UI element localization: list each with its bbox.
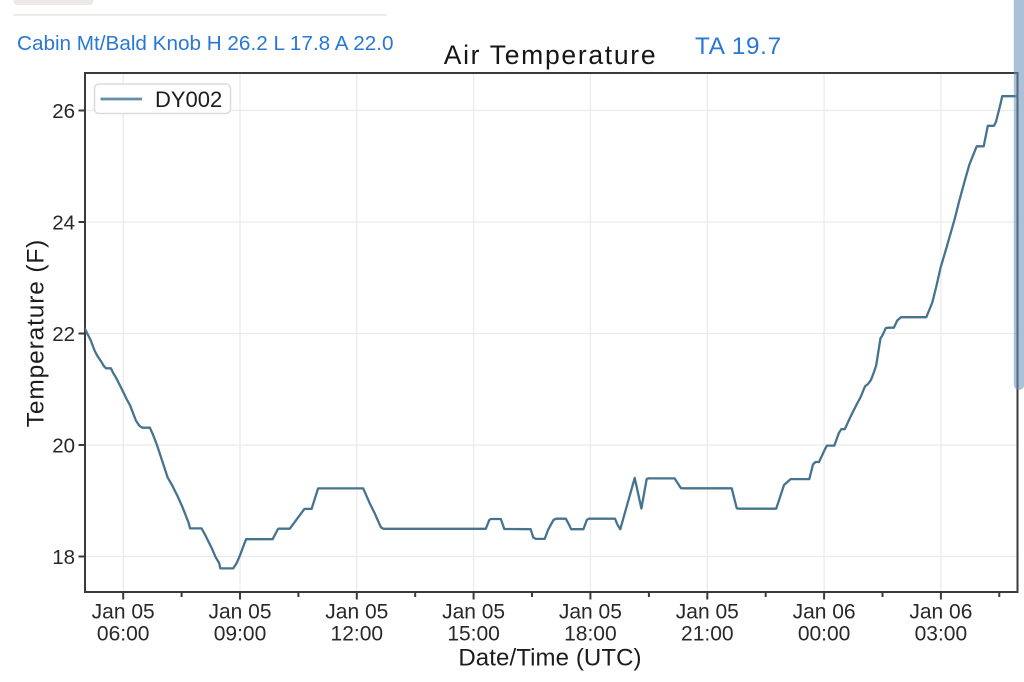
svg-text:00:00: 00:00 <box>798 623 851 646</box>
svg-text:26: 26 <box>52 100 75 123</box>
svg-text:09:00: 09:00 <box>214 623 267 646</box>
svg-text:15:00: 15:00 <box>447 623 500 646</box>
svg-text:TA 19.7: TA 19.7 <box>695 33 782 60</box>
svg-text:Jan 05: Jan 05 <box>325 601 388 624</box>
svg-text:22: 22 <box>52 323 75 346</box>
svg-text:03:00: 03:00 <box>915 623 968 646</box>
svg-text:24: 24 <box>52 212 75 235</box>
svg-text:06:00: 06:00 <box>97 623 150 646</box>
svg-text:Date/Time (UTC): Date/Time (UTC) <box>458 645 641 672</box>
svg-text:18:00: 18:00 <box>564 623 617 646</box>
svg-text:DY002: DY002 <box>155 87 222 112</box>
svg-text:Cabin Mt/Bald Knob H 26.2 L 17: Cabin Mt/Bald Knob H 26.2 L 17.8 A 22.0 <box>17 32 393 55</box>
svg-text:Jan 05: Jan 05 <box>208 601 271 624</box>
svg-text:Jan 05: Jan 05 <box>559 601 622 624</box>
svg-text:Jan 05: Jan 05 <box>92 601 155 624</box>
svg-text:12:00: 12:00 <box>331 623 384 646</box>
svg-text:Jan 06: Jan 06 <box>909 601 972 624</box>
svg-text:18: 18 <box>52 546 75 569</box>
svg-text:Air Temperature: Air Temperature <box>444 40 658 70</box>
svg-text:Jan 05: Jan 05 <box>676 601 739 624</box>
svg-text:20: 20 <box>52 435 75 458</box>
svg-text:21:00: 21:00 <box>681 623 734 646</box>
svg-text:Temperature (F): Temperature (F) <box>23 239 50 427</box>
svg-text:Jan 06: Jan 06 <box>793 601 856 624</box>
svg-text:Jan 05: Jan 05 <box>442 601 505 624</box>
